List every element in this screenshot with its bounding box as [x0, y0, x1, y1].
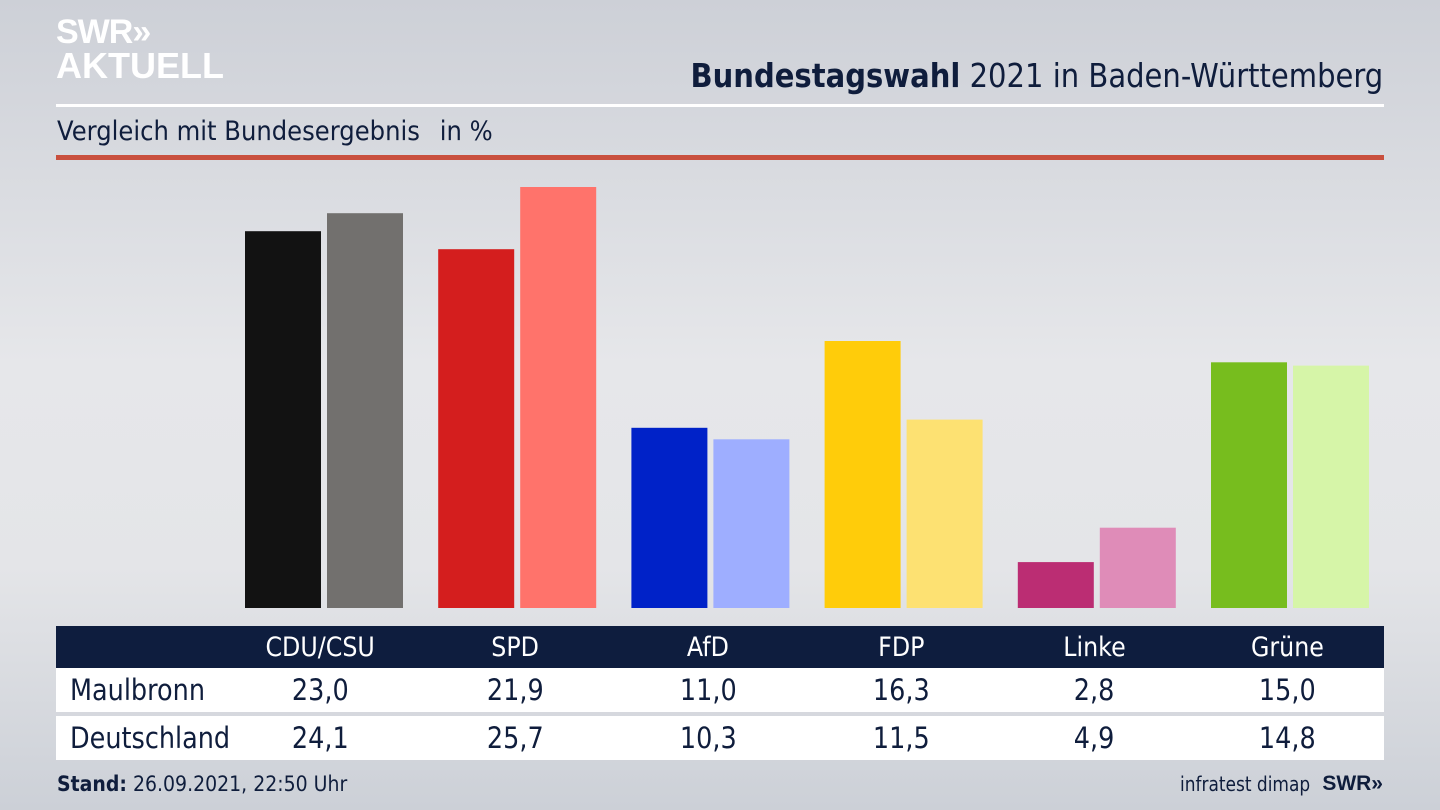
bar-linke-maulbronn [1017, 562, 1094, 608]
column-header: SPD [435, 626, 595, 668]
swr-aktuell-logo: SWR» AKTUELL [56, 13, 224, 86]
logo-line-1: SWR» [56, 13, 151, 51]
table-cell: 16,3 [821, 668, 981, 712]
table-row: Maulbronn 23,0 21,9 11,0 16,3 2,8 15,0 [56, 668, 1384, 712]
bar-spd-maulbronn [438, 249, 515, 608]
row-label: Deutschland [70, 716, 252, 760]
table-cell: 11,0 [628, 668, 788, 712]
row-label: Maulbronn [70, 668, 223, 712]
cell-value: 2,8 [1073, 673, 1115, 707]
stand-value: 26.09.2021, 22:50 Uhr [132, 772, 348, 796]
title-divider [56, 104, 1384, 107]
column-header: AfD [628, 626, 788, 668]
table-cell: 11,5 [821, 716, 981, 760]
bar-cducsu-maulbronn [245, 231, 321, 608]
bar-fdp-maulbronn [824, 341, 901, 608]
table-cell: 25,7 [435, 716, 595, 760]
cell-value: 21,9 [486, 673, 544, 707]
bar-afd-deutschland [713, 439, 790, 608]
title-rest: 2021 in Baden-Württemberg [969, 56, 1383, 95]
bar-cducsu-deutschland [327, 213, 403, 608]
column-header: Grüne [1207, 626, 1367, 668]
cell-value: 24,1 [291, 721, 349, 755]
cell-value: 15,0 [1258, 673, 1316, 707]
row-label-text: Maulbronn [70, 673, 206, 707]
row-label-text: Deutschland [70, 721, 231, 755]
results-table: CDU/CSU SPD AfD FDP Linke Grüne Maulbronn 23,0… [56, 626, 1384, 760]
column-header: Linke [1014, 626, 1174, 668]
table-cell: 24,1 [240, 716, 400, 760]
column-header: CDU/CSU [240, 626, 400, 668]
subtitle-unit: in % [439, 116, 493, 147]
cell-value: 11,0 [679, 673, 737, 707]
cell-value: 10,3 [679, 721, 737, 755]
cell-value: 11,5 [872, 721, 930, 755]
table-cell: 21,9 [435, 668, 595, 712]
swr-brand: SWR» [1322, 772, 1383, 795]
bar-grne-deutschland [1293, 365, 1369, 608]
stand-label: Stand: [57, 772, 127, 796]
subtitle-text: Vergleich mit Bundesergebnis [57, 116, 420, 147]
bar-spd-deutschland [520, 187, 597, 608]
column-header-label: Linke [1062, 631, 1126, 663]
column-header-label: SPD [491, 631, 539, 663]
subtitle: Vergleich mit Bundesergebnis in % [57, 116, 493, 147]
bar-fdp-deutschland [906, 419, 983, 608]
timestamp: Stand: 26.09.2021, 22:50 Uhr [57, 772, 347, 796]
cell-value: 16,3 [872, 673, 930, 707]
bar-afd-maulbronn [631, 427, 708, 608]
table-cell: 14,8 [1207, 716, 1367, 760]
cell-value: 14,8 [1258, 721, 1316, 755]
page-title: Bundestagswahl 2021 in Baden-Württemberg [690, 56, 1383, 95]
table-header: CDU/CSU SPD AfD FDP Linke Grüne [56, 626, 1384, 668]
source-credit: infratest dimap SWR» [1157, 772, 1383, 796]
table-cell: 23,0 [240, 668, 400, 712]
column-header-label: AfD [686, 631, 730, 663]
table-cell: 10,3 [628, 716, 788, 760]
bar-grne-maulbronn [1211, 362, 1287, 608]
cell-value: 4,9 [1073, 721, 1115, 755]
table-cell: 4,9 [1014, 716, 1174, 760]
logo-line-2: AKTUELL [56, 45, 224, 86]
source-text: infratest dimap [1180, 772, 1311, 796]
column-header-label: FDP [877, 631, 925, 663]
table-cell: 15,0 [1207, 668, 1367, 712]
title-bold: Bundestagswahl [690, 56, 961, 95]
column-header-label: CDU/CSU [265, 631, 375, 663]
column-header: FDP [821, 626, 981, 668]
subtitle-divider [56, 155, 1384, 160]
bar-linke-deutschland [1099, 527, 1176, 608]
cell-value: 25,7 [486, 721, 544, 755]
table-row: Deutschland 24,1 25,7 10,3 11,5 4,9 14,8 [56, 716, 1384, 760]
column-header-label: Grüne [1250, 631, 1324, 663]
cell-value: 23,0 [291, 673, 349, 707]
table-cell: 2,8 [1014, 668, 1174, 712]
